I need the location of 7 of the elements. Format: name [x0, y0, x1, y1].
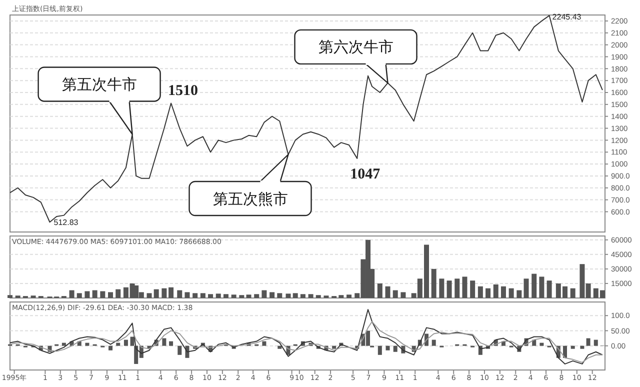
annotation: 512.83	[54, 218, 79, 228]
annotation: 1047	[350, 166, 381, 182]
annotation: 1510	[168, 83, 198, 100]
annotation: 第六次牛市	[318, 38, 394, 56]
annotation: 2245.43	[552, 12, 582, 22]
annotation: 第五次熊市	[212, 190, 288, 208]
annotation: 第五次牛市	[62, 75, 137, 94]
